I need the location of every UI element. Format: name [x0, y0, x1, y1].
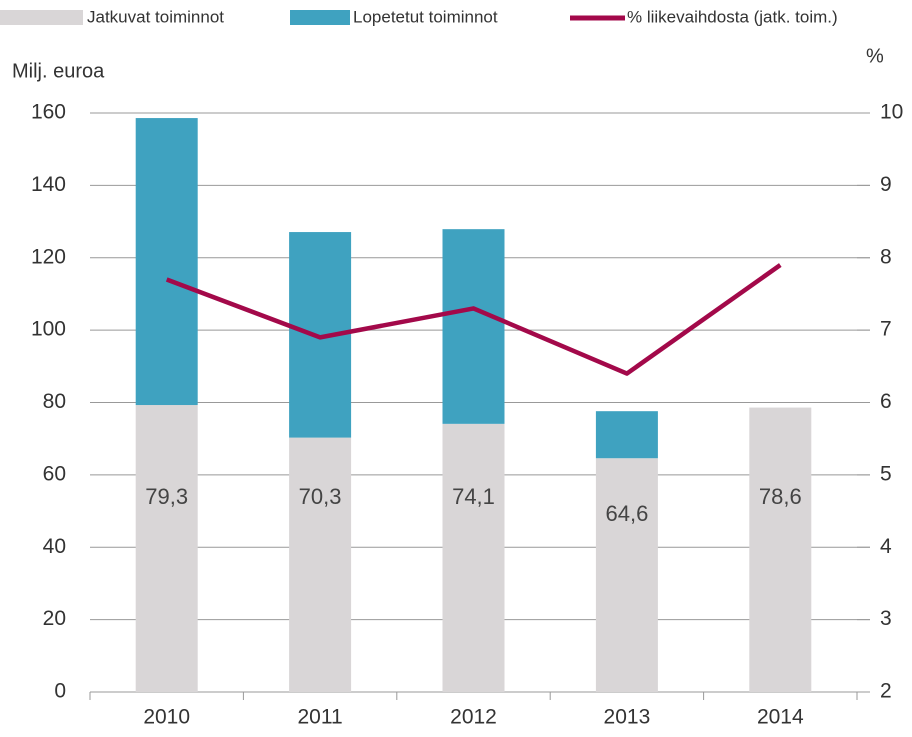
y2-tick-label: 6: [880, 390, 892, 413]
y-tick-label: 80: [43, 390, 66, 413]
x-tick-label: 2012: [450, 706, 497, 729]
bar: [442, 423, 505, 692]
line: [165, 263, 782, 376]
y-axis-title: Milj. euroa: [12, 60, 105, 82]
bar: [442, 229, 505, 424]
y-tick-label: 20: [43, 607, 66, 630]
data-label: 79,3: [145, 484, 188, 509]
legend-swatch: [0, 10, 83, 25]
legend-swatch: [290, 10, 350, 25]
y2-tick-label: 5: [880, 462, 892, 485]
y-tick-label: 160: [31, 101, 66, 124]
x-tick-label: 2013: [604, 706, 651, 729]
data-label: 64,6: [605, 501, 648, 526]
y-tick-label: 100: [31, 318, 66, 341]
y2-tick-label: 8: [880, 245, 892, 268]
y2-tick-label: 2: [880, 680, 892, 703]
y2-tick-label: 4: [880, 535, 892, 558]
y2-tick-label: 10: [880, 101, 903, 124]
y2-tick-label: 7: [880, 318, 892, 341]
y2-tick-label: 9: [880, 173, 892, 196]
x-tick-label: 2014: [757, 706, 804, 729]
bar: [135, 118, 198, 406]
bar: [749, 407, 812, 692]
legend-label: Jatkuvat toiminnot: [87, 7, 224, 26]
bar: [595, 458, 658, 692]
legend-label: % liikevaihdosta (jatk. toim.): [627, 7, 838, 26]
bar: [289, 437, 352, 692]
y-tick-label: 0: [54, 680, 66, 703]
bar: [595, 411, 658, 459]
x-tick-label: 2010: [143, 706, 190, 729]
legend-label: Lopetetut toiminnot: [353, 7, 498, 26]
data-label: 74,1: [452, 484, 495, 509]
x-tick-label: 2011: [298, 706, 343, 729]
data-label: 70,3: [299, 484, 342, 509]
y-tick-label: 120: [31, 245, 66, 268]
y2-tick-label: 3: [880, 607, 892, 630]
y2-axis-title: %: [866, 45, 884, 67]
y-tick-label: 140: [31, 173, 66, 196]
y-tick-label: 60: [43, 462, 66, 485]
bar: [135, 405, 198, 692]
data-label: 78,6: [759, 484, 802, 509]
y-tick-label: 40: [43, 535, 66, 558]
